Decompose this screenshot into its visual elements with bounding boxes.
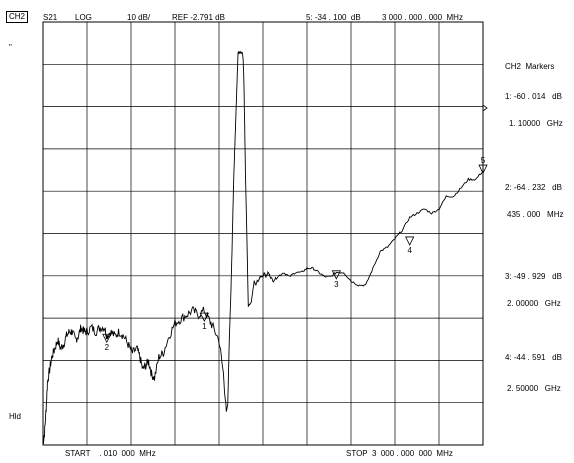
marker-3-frequency: 2. 00000 GHz <box>507 299 561 308</box>
marker-label: 5 <box>481 156 486 165</box>
channel-indicator[interactable]: CH2 <box>6 11 29 23</box>
hold-indicator: Hld <box>9 412 22 421</box>
marker-label: 2 <box>105 343 110 352</box>
active-marker-frequency: 3 000 . 000 . 000 MHz <box>382 13 463 22</box>
marker-label: 1 <box>202 322 207 331</box>
start-frequency: START . 010 000 MHz <box>65 449 156 458</box>
marker-2-frequency: 435 . 000 MHz <box>507 210 564 219</box>
marker-entry-2: 2: -64 . 232 dB 435 . 000 MHz <box>505 165 574 237</box>
marker-1[interactable]: 1 <box>199 312 209 331</box>
marker-5[interactable]: 5 <box>478 156 488 174</box>
marker-triangle <box>478 164 488 174</box>
format-label: LOG <box>75 13 92 22</box>
marker-4-value: 4: -44 . 591 dB <box>505 353 562 362</box>
marker-4-frequency: 2. 50000 GHz <box>507 384 561 393</box>
marker-4[interactable]: 4 <box>405 236 415 255</box>
marker-3-value: 3: -49 . 929 dB <box>505 272 562 281</box>
trace-line <box>42 50 484 444</box>
marker-2-value: 2: -64 . 232 dB <box>505 183 562 192</box>
markers-panel: CH2 Markers 1: -60 . 014 dB 1. 10000 GHz… <box>505 62 574 411</box>
marker-3[interactable]: 3 <box>331 270 341 289</box>
stop-frequency: STOP 3 000 . 000 000 MHz <box>346 449 453 458</box>
marker-1-frequency: 1. 10000 GHz <box>509 119 563 128</box>
active-marker-value: 5: -34 . 100 dB <box>306 13 361 22</box>
scale-label: 10 dB/ <box>127 13 151 22</box>
parameter-label: S21 <box>43 13 58 22</box>
marker-triangle <box>405 236 415 246</box>
reference-level-arrow <box>482 104 488 112</box>
marker-entry-1: 1: -60 . 014 dB 1. 10000 GHz <box>505 74 574 146</box>
markers-panel-title: CH2 Markers <box>505 62 555 71</box>
marker-1-value: 1: -60 . 014 dB <box>505 92 562 101</box>
marker-label: 3 <box>334 280 339 289</box>
marker-triangle <box>199 312 209 322</box>
quote-mark: " <box>9 43 12 52</box>
trace-layer <box>42 50 484 444</box>
marker-2[interactable]: 2 <box>102 333 112 352</box>
marker-label: 4 <box>407 246 412 255</box>
marker-entry-4: 4: -44 . 591 dB 2. 50000 GHz <box>505 335 574 411</box>
marker-entry-3: 3: -49 . 929 dB 2. 00000 GHz <box>505 254 574 326</box>
marker-triangle <box>102 333 112 344</box>
marker-layer: 1 2 3 4 5 <box>102 156 488 352</box>
marker-triangle <box>331 270 341 280</box>
graticule <box>42 21 484 446</box>
reference-label: REF -2.791 dB <box>172 13 225 22</box>
